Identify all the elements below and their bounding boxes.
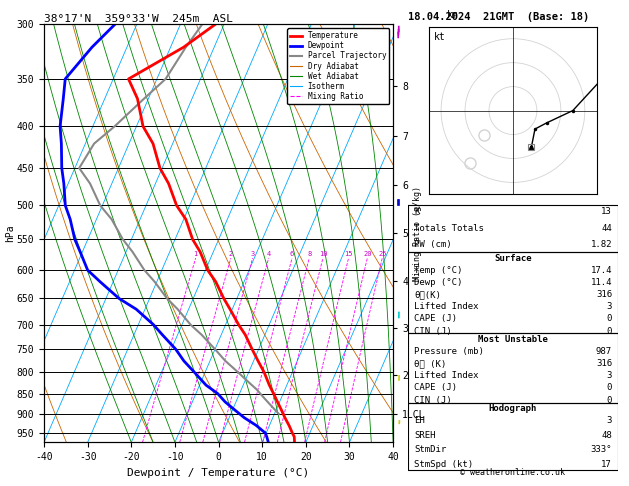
- Text: 10: 10: [319, 251, 327, 257]
- Text: Dewp (°C): Dewp (°C): [414, 278, 462, 287]
- Text: SREH: SREH: [414, 431, 435, 440]
- Text: ASL: ASL: [447, 37, 465, 47]
- Text: 987: 987: [596, 347, 612, 356]
- Text: Most Unstable: Most Unstable: [478, 335, 548, 344]
- Text: CAPE (J): CAPE (J): [414, 383, 457, 392]
- Text: 48: 48: [601, 431, 612, 440]
- Text: © weatheronline.co.uk: © weatheronline.co.uk: [460, 468, 565, 477]
- Text: 316: 316: [596, 290, 612, 299]
- Legend: Temperature, Dewpoint, Parcel Trajectory, Dry Adiabat, Wet Adiabat, Isotherm, Mi: Temperature, Dewpoint, Parcel Trajectory…: [287, 28, 389, 104]
- Y-axis label: hPa: hPa: [5, 225, 15, 242]
- Text: 0: 0: [606, 314, 612, 323]
- X-axis label: Dewpoint / Temperature (°C): Dewpoint / Temperature (°C): [128, 468, 309, 478]
- Text: 1.82: 1.82: [591, 240, 612, 249]
- Text: 0: 0: [606, 383, 612, 392]
- Text: 15: 15: [344, 251, 353, 257]
- Text: Lifted Index: Lifted Index: [414, 302, 479, 311]
- Text: 2: 2: [229, 251, 233, 257]
- Text: Pressure (mb): Pressure (mb): [414, 347, 484, 356]
- Text: 8: 8: [307, 251, 311, 257]
- Text: CIN (J): CIN (J): [414, 396, 452, 404]
- Text: 25: 25: [378, 251, 386, 257]
- Text: θᴇ (K): θᴇ (K): [414, 359, 446, 368]
- Text: StmDir: StmDir: [414, 445, 446, 454]
- Text: km: km: [447, 10, 459, 20]
- Text: EH: EH: [414, 417, 425, 425]
- Text: 0: 0: [606, 327, 612, 335]
- Text: 0: 0: [606, 396, 612, 404]
- Text: CAPE (J): CAPE (J): [414, 314, 457, 323]
- Text: 38°17'N  359°33'W  245m  ASL: 38°17'N 359°33'W 245m ASL: [44, 14, 233, 23]
- Text: 13: 13: [601, 208, 612, 216]
- Text: 3: 3: [606, 302, 612, 311]
- Text: kt: kt: [434, 32, 446, 41]
- Text: PW (cm): PW (cm): [414, 240, 452, 249]
- Text: 18.04.2024  21GMT  (Base: 18): 18.04.2024 21GMT (Base: 18): [408, 12, 589, 22]
- Text: Hodograph: Hodograph: [489, 404, 537, 414]
- Text: Mixing Ratio (g/kg): Mixing Ratio (g/kg): [413, 186, 422, 281]
- Text: 316: 316: [596, 359, 612, 368]
- Text: K: K: [414, 208, 420, 216]
- Text: θᴇ(K): θᴇ(K): [414, 290, 441, 299]
- Text: 17.4: 17.4: [591, 266, 612, 275]
- Text: 6: 6: [290, 251, 294, 257]
- Text: 3: 3: [606, 417, 612, 425]
- Text: Temp (°C): Temp (°C): [414, 266, 462, 275]
- Text: Lifted Index: Lifted Index: [414, 371, 479, 380]
- Text: 3: 3: [250, 251, 255, 257]
- Text: 11.4: 11.4: [591, 278, 612, 287]
- Text: CIN (J): CIN (J): [414, 327, 452, 335]
- Text: StmSpd (kt): StmSpd (kt): [414, 460, 473, 469]
- Text: 1: 1: [194, 251, 198, 257]
- Text: 44: 44: [601, 224, 612, 233]
- Text: 3: 3: [606, 371, 612, 380]
- Text: Surface: Surface: [494, 254, 532, 263]
- Text: 333°: 333°: [591, 445, 612, 454]
- Text: 4: 4: [267, 251, 270, 257]
- Text: 20: 20: [363, 251, 372, 257]
- Text: Totals Totals: Totals Totals: [414, 224, 484, 233]
- Text: 17: 17: [601, 460, 612, 469]
